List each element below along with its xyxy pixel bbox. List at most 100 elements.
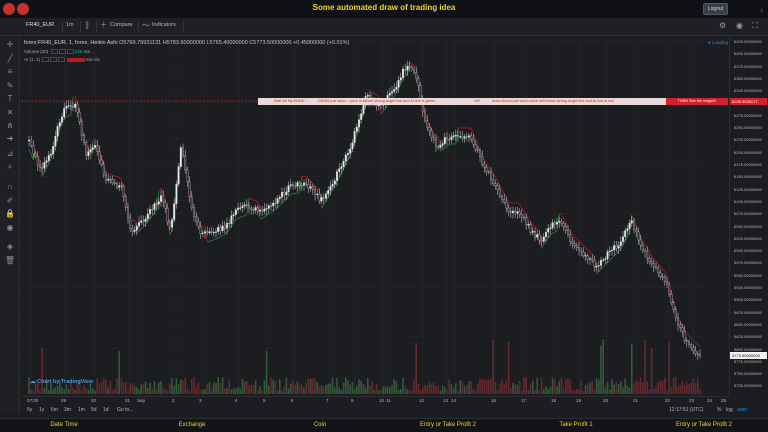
ai-line-segment	[132, 219, 135, 222]
ai-line-segment	[266, 213, 270, 216]
time-tick: 5	[263, 398, 266, 403]
period-button[interactable]: 1y	[39, 407, 45, 413]
volume-bar	[160, 380, 162, 394]
time-tick: 23	[689, 398, 695, 403]
period-button[interactable]: 3m	[64, 407, 71, 413]
period-button[interactable]: 6m	[51, 407, 58, 413]
trash-icon[interactable]: 🗑	[4, 256, 16, 265]
legend-title[interactable]: forex:FR40_EUR, 1, forex, Heikin Ashi	[24, 40, 118, 46]
candle-body	[446, 137, 448, 140]
ai-line-segment	[195, 213, 199, 221]
candle-body	[622, 236, 624, 242]
time-axis[interactable]: 07:00 29 30 31 Sep 2 3 4 5 6 7 9 10 11 12 13 14 16 17 18 19 2…	[21, 396, 729, 404]
horizontal-line-icon[interactable]: ≡	[7, 67, 13, 76]
fib-icon[interactable]: ⋔	[6, 121, 14, 130]
time-tick: 21	[633, 398, 639, 403]
volume-bar	[144, 381, 147, 394]
ai-label[interactable]: AI (1, 1)	[24, 57, 41, 62]
text-icon[interactable]: T	[7, 94, 13, 103]
candle-body	[151, 209, 154, 211]
ai-line-segment	[209, 240, 212, 242]
volume-bar	[103, 378, 105, 394]
volume-bar	[252, 385, 255, 394]
visibility-icon[interactable]: ◉	[6, 223, 14, 232]
volume-bar	[690, 382, 692, 394]
candle-body	[270, 205, 272, 207]
volume-bar	[257, 390, 259, 394]
compare-button[interactable]: Compare	[110, 22, 133, 28]
zoom-icon[interactable]: ⌕	[7, 162, 13, 171]
bell-icon[interactable]: ♪	[760, 8, 763, 14]
fullscreen-icon[interactable]: ⛶	[752, 21, 758, 30]
ai-line-segment	[653, 258, 657, 262]
settings-icon[interactable]: ⚙	[719, 21, 727, 30]
layers-icon[interactable]: ◈	[6, 242, 14, 251]
symbol-search[interactable]: FR40_EUR	[26, 22, 55, 28]
period-button[interactable]: 5y	[27, 407, 33, 413]
crosshair-icon[interactable]: ✛	[6, 40, 14, 49]
lock-icon[interactable]: 🔒	[5, 209, 15, 218]
page-title: Some automated draw of trading idea	[312, 3, 456, 12]
period-button[interactable]: Go to...	[117, 407, 134, 413]
magnet-icon[interactable]: ∩	[7, 182, 13, 191]
candle-body	[223, 225, 226, 229]
chart-style-icon[interactable]: ⫿	[86, 21, 89, 30]
arrow-icon[interactable]: ➜	[6, 134, 14, 143]
logout-button[interactable]: Logout	[703, 3, 728, 15]
period-button[interactable]: 1m	[78, 407, 85, 413]
candle-body	[80, 121, 83, 136]
volume-bar	[155, 388, 158, 394]
visibility-icon[interactable]	[50, 49, 58, 55]
period-button[interactable]: 5d	[91, 407, 97, 413]
interval-select[interactable]: 1m	[66, 22, 74, 28]
volume-bar	[406, 388, 409, 394]
volume-bar	[593, 388, 596, 394]
candle-body	[83, 135, 85, 143]
divider	[62, 21, 63, 33]
candle-body	[395, 87, 398, 90]
ruler-icon[interactable]: ⊿	[6, 149, 14, 158]
volume-bar	[408, 390, 411, 394]
price-tick: 6350.00000000	[734, 75, 762, 81]
tradingview-watermark[interactable]: ☁ Chart by TradingView	[30, 379, 94, 385]
camera-icon[interactable]: ◉	[736, 21, 743, 30]
stay-drawing-icon[interactable]: ✐	[6, 196, 14, 205]
ai-line-segment	[407, 61, 410, 76]
candle-body	[113, 182, 116, 185]
candle-body	[644, 250, 646, 252]
brush-icon[interactable]: ✎	[6, 81, 14, 90]
settings-icon[interactable]	[58, 49, 66, 55]
ai-line-segment	[30, 154, 34, 161]
volume-legend: Volume (20) 236 n/a	[24, 49, 90, 55]
indicators-icon[interactable]: 〜	[142, 21, 150, 30]
indicators-button[interactable]: Indicators	[152, 22, 176, 28]
volume-bar	[261, 390, 263, 394]
settings-icon[interactable]	[50, 57, 58, 63]
price-axis[interactable]: 6425.00000000 6400.00000000 6375.00000000 6…	[729, 36, 768, 396]
volume-label[interactable]: Volume (20)	[24, 49, 49, 54]
ai-line-segment	[393, 92, 397, 97]
price-tick: 6125.00000000	[734, 186, 762, 192]
percent-toggle[interactable]: %	[717, 407, 722, 413]
auto-toggle[interactable]: auto	[737, 407, 747, 413]
candle-body	[481, 156, 484, 165]
close-icon[interactable]	[58, 57, 66, 63]
trend-line-icon[interactable]: ╱	[7, 54, 13, 63]
legend-change: +0.45000000 (+0.01%)	[293, 40, 350, 46]
compare-icon[interactable]: ＋	[100, 22, 107, 29]
volume-bar	[351, 381, 354, 394]
volume-bar	[501, 379, 503, 394]
ai-line-segment	[624, 236, 628, 241]
candle-body	[329, 186, 332, 191]
close-icon[interactable]	[66, 49, 74, 55]
visibility-icon[interactable]	[42, 57, 50, 63]
time-tick: 17	[521, 398, 527, 403]
ai-line-segment	[477, 144, 481, 151]
pattern-icon[interactable]: ✕	[6, 108, 14, 117]
period-button[interactable]: 1d	[103, 407, 109, 413]
candle-body	[54, 136, 57, 147]
volume-bar	[494, 381, 497, 394]
candle-body	[267, 205, 270, 209]
price-chart[interactable]	[21, 36, 707, 396]
log-toggle[interactable]: log	[726, 407, 733, 413]
